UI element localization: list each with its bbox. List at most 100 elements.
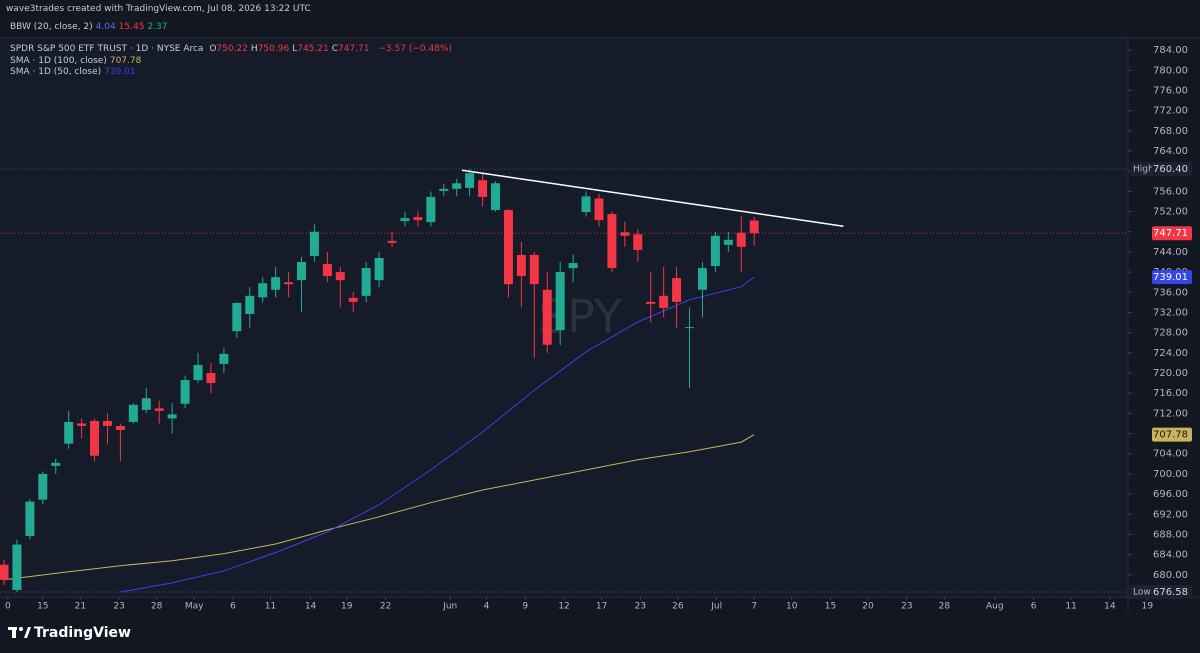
candle-body: [594, 198, 604, 221]
candle-body: [128, 404, 138, 422]
ohlc-label: O: [209, 44, 217, 54]
price-badge-label: 707.78: [1153, 430, 1188, 441]
candle-body: [154, 408, 164, 411]
y-tick-label: 680.00: [1153, 570, 1188, 581]
price-badge-label: 739.01: [1153, 272, 1188, 283]
plot: [0, 168, 1128, 593]
x-tick-label: 0: [5, 602, 11, 612]
candle-body: [568, 263, 578, 269]
candle-body: [633, 234, 643, 250]
candle-body: [478, 180, 488, 197]
candle-body: [646, 301, 656, 304]
price-badge: [1152, 162, 1192, 177]
candle-body: [736, 232, 746, 247]
price-badge: [1152, 226, 1192, 241]
candle-body: [361, 268, 371, 296]
x-tick-label: Jul: [710, 602, 722, 612]
y-tick-label: 704.00: [1153, 449, 1188, 460]
candle-body: [284, 282, 294, 285]
ohlc-label: L: [292, 44, 298, 54]
ohlc-label: H: [250, 44, 258, 54]
indicator-value: 4.04: [95, 22, 116, 32]
x-tick-label: 19: [341, 602, 353, 612]
candle-body: [77, 423, 87, 426]
candle-body: [245, 295, 255, 314]
x-tick-label: 6: [230, 602, 236, 612]
indicator-value: 2.37: [147, 22, 168, 32]
x-tick-label: 28: [939, 602, 951, 612]
candle-body: [555, 272, 565, 331]
y-tick-label: 732.00: [1153, 307, 1188, 318]
price-name: Low: [1133, 588, 1151, 598]
candle-body: [232, 302, 242, 332]
ohlc-value: 750.22: [216, 44, 248, 54]
y-tick-label: 780.00: [1153, 65, 1188, 76]
x-tick-label: 23: [113, 602, 124, 612]
candle-body: [258, 283, 268, 298]
y-tick-label: 756.00: [1153, 186, 1188, 197]
candle-body: [400, 218, 410, 222]
candle-body: [102, 420, 112, 426]
x-tick-label: 11: [1065, 602, 1076, 612]
ohlc: O750.22 H750.96 L745.21 C747.71: [209, 44, 372, 54]
candle-body: [0, 564, 9, 580]
x-tick-label: 17: [596, 602, 607, 612]
x-tick-label: 21: [75, 602, 86, 612]
y-tick-label: 752.00: [1153, 207, 1188, 218]
candle-body: [491, 183, 501, 211]
y-tick-label: 716.00: [1153, 388, 1188, 399]
indicator-legend: BBW (20, close, 2) 4.04 15.45 2.37: [10, 22, 170, 32]
candle-body: [659, 295, 669, 308]
x-tick-label: 4: [484, 602, 490, 612]
x-tick-label: 15: [37, 602, 48, 612]
sma-value: 739.01: [104, 67, 136, 77]
candle-body: [309, 231, 319, 256]
price-badge: [1152, 585, 1192, 600]
ohlc-value: 750.96: [257, 44, 290, 54]
watermark: SPY: [538, 290, 623, 344]
x-tick-label: 6: [1031, 602, 1037, 612]
candle-body: [697, 268, 707, 290]
sma-legend: SMA · 1D (100, close) 707.78: [10, 56, 144, 66]
candle-body: [38, 473, 48, 500]
y-tick-label: 700.00: [1153, 469, 1188, 480]
footer-logo: [8, 627, 31, 638]
x-tick-label: 26: [672, 602, 684, 612]
trendline: [461, 169, 844, 227]
candle-body: [115, 425, 125, 431]
price-name-badge: [1130, 162, 1154, 177]
candle-body: [672, 278, 682, 302]
ohlc-label: C: [331, 44, 339, 54]
candle-body: [387, 240, 397, 243]
y-tick-label: 764.00: [1153, 146, 1188, 157]
price-badge: [1152, 427, 1192, 442]
candle-body: [542, 289, 552, 345]
candle-body: [439, 188, 449, 191]
sma-name: SMA · 1D (100, close): [10, 56, 107, 66]
x-tick-label: 9: [522, 602, 528, 612]
y-tick-label: 720.00: [1153, 368, 1188, 379]
candle-body: [296, 262, 306, 281]
x-tick-label: 23: [901, 602, 912, 612]
candle-body: [51, 462, 61, 466]
x-tick-label: 19: [1142, 602, 1154, 612]
candle-body: [426, 196, 436, 223]
candle-body: [64, 421, 74, 444]
price-badge: [1152, 270, 1192, 285]
y-tick-label: 692.00: [1153, 509, 1188, 520]
sma-value: 707.78: [109, 56, 142, 66]
sma-name: SMA · 1D (50, close): [10, 67, 102, 77]
candle-body: [413, 217, 423, 221]
y-tick-label: 712.00: [1153, 408, 1188, 419]
change: −3.57 (−0.48%): [378, 44, 452, 54]
price-badge-label: 760.40: [1153, 164, 1188, 175]
candle-body: [335, 272, 345, 281]
x-tick-label: Jun: [442, 602, 457, 612]
candle-body: [90, 420, 100, 456]
y-tick-label: 772.00: [1153, 106, 1188, 117]
price-name: High: [1133, 165, 1154, 175]
candle-body: [620, 232, 630, 236]
x-tick-label: Aug: [986, 602, 1004, 612]
